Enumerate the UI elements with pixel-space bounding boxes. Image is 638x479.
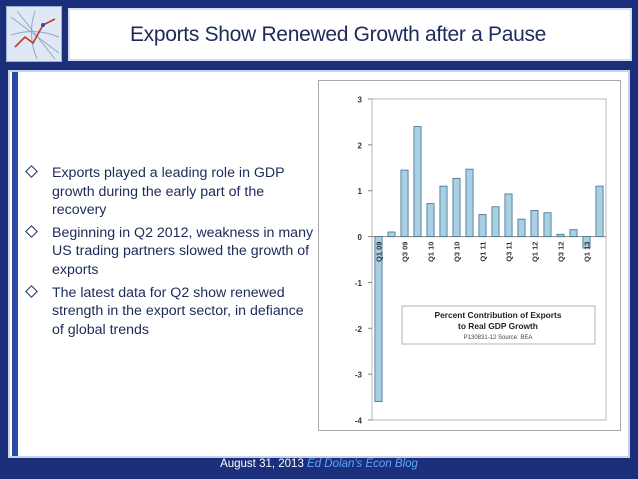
footer-blog-link[interactable]: Ed Dolan's Econ Blog [307,458,418,470]
legend-subtitle: P130831-12 Source: BEA [464,335,533,341]
bullet-text: Exports played a leading role in GDP gro… [52,165,285,219]
bar-q4-09 [413,126,422,237]
bullet-item: Exports played a leading role in GDP gro… [24,164,314,220]
y-tick-label: -2 [355,325,363,334]
bullet-list: Exports played a leading role in GDP gro… [24,164,314,343]
bar-q3-11 [504,193,513,237]
bar-q1-09 [374,236,383,403]
bar-q1-13 [582,236,591,249]
x-tick-label: Q1 10 [427,242,436,262]
y-tick-label: 2 [358,141,363,150]
x-tick-label: Q3 11 [505,242,514,262]
y-tick-label: 1 [358,187,363,196]
bar-q4-12 [569,229,578,237]
x-tick-label: Q3 12 [557,242,566,262]
bullet-text: The latest data for Q2 show renewed stre… [52,284,304,338]
bar-q2-09 [387,231,396,237]
bar-chart: 3 2 1 0 -1 -2 -3 -4 Q1 09 Q3 09 Q1 10 Q3 10 Q1 11 Q3 … [355,96,607,426]
bar-q2-11 [491,206,500,237]
logo [6,6,62,62]
bar-q4-10 [465,168,474,237]
logo-graph-icon [10,10,60,60]
bar-q1-11 [478,214,487,237]
bullet-item: Beginning in Q2 2012, weakness in many U… [24,224,314,280]
x-tick-label: Q3 10 [453,242,462,262]
y-tick-label: -1 [355,279,363,288]
x-tick-label: Q1 13 [583,242,592,262]
x-tick-label: Q1 11 [479,242,488,262]
diamond-bullet-icon [25,284,38,298]
slide-title: Exports Show Renewed Growth after a Paus… [129,22,547,46]
bar-q3-09 [400,169,409,237]
legend-title-line1: Percent Contribution of Exports [434,310,561,320]
bar-q3-10 [452,177,461,237]
title-bar: Exports Show Renewed Growth after a Paus… [68,8,632,61]
x-tick-label: Q1 09 [375,242,384,262]
plot-area [371,98,607,421]
bar-q2-13 [595,185,604,237]
chart-frame: 3 2 1 0 -1 -2 -3 -4 Q1 09 Q3 09 Q1 10 Q3 10 Q1 11 Q3 … [318,80,621,431]
y-tick-label: 3 [358,96,363,105]
bullet-item: The latest data for Q2 show renewed stre… [24,284,314,340]
left-accent-stripe [12,72,18,456]
diamond-bullet-icon [25,224,38,238]
x-tick-label: Q3 09 [401,242,410,262]
bar-q1-12 [530,210,539,237]
y-tick-label: -3 [355,371,363,380]
diamond-bullet-icon [25,165,38,178]
bar-q1-10 [426,203,435,237]
bar-q2-10 [439,185,448,237]
bar-q2-12 [543,212,552,237]
legend-box [401,305,596,345]
footer: August 31, 2013 Ed Dolan's Econ Blog [0,458,638,470]
bar-q4-11 [517,218,526,237]
y-tick-label: -4 [355,417,363,426]
bar-q3-12 [556,233,565,237]
x-tick-label: Q1 12 [531,242,540,262]
y-tick-label: 0 [358,233,363,242]
bullet-text: Beginning in Q2 2012, weakness in many U… [52,224,314,278]
legend-title-line2: to Real GDP Growth [458,321,538,331]
footer-date: August 31, 2013 [220,458,304,470]
